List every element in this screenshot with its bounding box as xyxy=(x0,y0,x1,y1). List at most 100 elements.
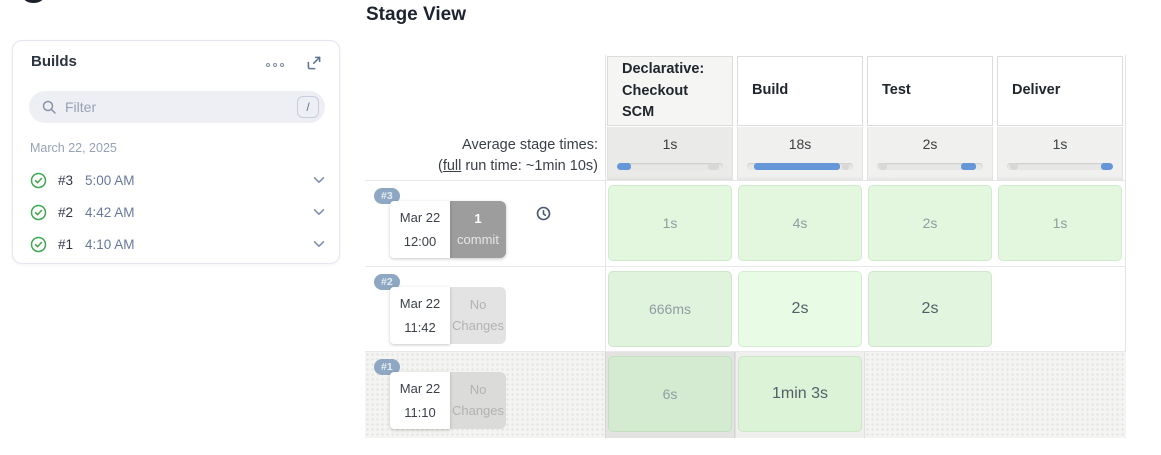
avg-cell-deliver: 1s xyxy=(997,127,1123,180)
commit-label: commit xyxy=(457,232,499,247)
chevron-down-icon[interactable] xyxy=(313,208,325,216)
avg-bar-track xyxy=(747,163,853,170)
success-icon xyxy=(30,236,47,252)
avg-bar-segment xyxy=(617,163,631,170)
no-changes-box: No Changes xyxy=(450,372,506,429)
search-icon xyxy=(42,100,56,114)
build-time: 4:10 AM xyxy=(85,236,135,252)
stage-duration: 4s xyxy=(792,215,808,231)
run-row-2: #2 Mar 22 11:42 No Changes 666ms 2s 2s xyxy=(365,266,1126,351)
no-changes-box: No Changes xyxy=(450,287,506,344)
sidebar-build-item-1[interactable]: #1 4:10 AM xyxy=(13,228,339,260)
no-changes-line2: Changes xyxy=(451,403,505,418)
avg-duration: 2s xyxy=(922,136,938,152)
ellipsis-icon xyxy=(273,63,277,67)
stage-cell-test[interactable]: 2s xyxy=(868,271,992,347)
commit-count: 1 xyxy=(474,211,482,226)
run-date: Mar 22 xyxy=(399,296,441,311)
stage-header-declarative-checkout-scm: Declarative: Checkout SCM xyxy=(607,56,733,126)
build-time: 5:00 AM xyxy=(85,172,135,188)
stage-duration: 2s xyxy=(922,215,938,231)
run-time: 11:10 xyxy=(404,405,436,420)
avg-duration: 1s xyxy=(662,136,678,152)
builds-menu-button[interactable] xyxy=(263,57,287,73)
commits-box[interactable]: 1 commit xyxy=(450,201,506,258)
average-stage-times-label: Average stage times: (full run time: ~1m… xyxy=(365,135,598,177)
page-title: Stage View xyxy=(366,4,466,25)
stage-cell-build[interactable]: 2s xyxy=(738,271,862,347)
no-changes-line2: Changes xyxy=(451,318,505,333)
avg-bar-ghost xyxy=(842,163,849,170)
stage-duration: 2s xyxy=(921,300,939,317)
run-date: Mar 22 xyxy=(399,210,441,225)
stage-duration: 6s xyxy=(662,386,678,402)
avg-bar-segment xyxy=(960,163,976,170)
no-changes-line1: No xyxy=(469,297,487,312)
build-number: #3 xyxy=(58,172,74,188)
avg-label-paren: ( xyxy=(438,158,443,174)
run-date-card[interactable]: Mar 22 12:00 xyxy=(390,201,450,258)
stage-cell-declarative[interactable]: 1s xyxy=(608,185,732,261)
chevron-down-icon[interactable] xyxy=(313,240,325,248)
cutoff-logo-icon xyxy=(24,0,43,3)
stage-duration: 1s xyxy=(1052,215,1068,231)
avg-duration: 1s xyxy=(1052,136,1068,152)
sidebar-build-item-3[interactable]: #3 5:00 AM xyxy=(13,164,339,196)
avg-cell-build: 18s xyxy=(737,127,863,180)
avg-duration: 18s xyxy=(788,136,812,152)
stage-header-test: Test xyxy=(867,56,993,126)
run-date-card[interactable]: Mar 22 11:10 xyxy=(390,372,450,429)
ellipsis-icon xyxy=(280,63,284,67)
stage-cell-deliver[interactable]: 1s xyxy=(998,185,1122,261)
stage-duration: 1s xyxy=(662,215,678,231)
avg-cell-test: 2s xyxy=(867,127,993,180)
no-changes-line1: No xyxy=(469,382,487,397)
stage-duration: 666ms xyxy=(648,301,692,317)
avg-bar-ghost xyxy=(879,163,887,170)
build-time: 4:42 AM xyxy=(85,204,135,220)
sidebar-build-item-2[interactable]: #2 4:42 AM xyxy=(13,196,339,228)
stage-rows: #3 Mar 22 12:00 1 commit 1s 4s 2s 1s #2 xyxy=(365,180,1126,438)
stage-duration: 1min 3s xyxy=(771,385,829,402)
run-id-badge[interactable]: #2 xyxy=(374,274,400,290)
success-icon xyxy=(30,204,47,220)
stage-cell-test[interactable]: 2s xyxy=(868,185,992,261)
success-icon xyxy=(30,172,47,188)
run-id-badge[interactable]: #3 xyxy=(374,188,400,204)
full-run-time-link[interactable]: full xyxy=(442,158,462,174)
run-date-card[interactable]: Mar 22 11:42 xyxy=(390,287,450,344)
changes-clock-icon xyxy=(536,206,551,221)
avg-bar-track xyxy=(877,163,983,170)
builds-panel: Builds / March 22, 2025 #3 5:00 AM xyxy=(12,40,340,264)
chevron-down-icon[interactable] xyxy=(313,176,325,184)
build-number: #2 xyxy=(58,204,74,220)
expand-panel-button[interactable] xyxy=(305,54,325,74)
run-time: 12:00 xyxy=(403,234,437,249)
run-time: 11:42 xyxy=(404,320,436,335)
filter-input[interactable] xyxy=(57,99,297,115)
avg-bar-ghost xyxy=(708,163,719,170)
expand-icon xyxy=(307,56,321,70)
run-row-3: #3 Mar 22 12:00 1 commit 1s 4s 2s 1s xyxy=(365,181,1126,266)
stage-cell-build[interactable]: 1min 3s xyxy=(738,356,862,432)
builds-panel-title: Builds xyxy=(31,53,77,70)
avg-bar-segment xyxy=(1101,163,1113,170)
avg-bar-ghost xyxy=(1010,163,1018,170)
filter-field: / xyxy=(29,91,325,123)
run-id-badge[interactable]: #1 xyxy=(374,359,400,375)
stage-header-deliver: Deliver xyxy=(997,56,1123,126)
stage-header-build: Build xyxy=(737,56,863,126)
shortcut-key-badge: / xyxy=(297,96,319,118)
stage-cell-declarative[interactable]: 666ms xyxy=(608,271,732,347)
stage-cell-declarative[interactable]: 6s xyxy=(608,356,732,432)
stage-duration: 2s xyxy=(791,300,809,317)
stage-cell-build[interactable]: 4s xyxy=(738,185,862,261)
avg-cell-declarative: 1s xyxy=(607,127,733,180)
avg-bar-track xyxy=(1007,163,1113,170)
run-row-1: #1 Mar 22 11:10 No Changes 6s 1min 3s xyxy=(365,351,1126,438)
ellipsis-icon xyxy=(266,63,270,67)
avg-bar-track xyxy=(617,163,723,170)
build-number: #1 xyxy=(58,236,74,252)
build-date-header: March 22, 2025 xyxy=(30,141,117,155)
